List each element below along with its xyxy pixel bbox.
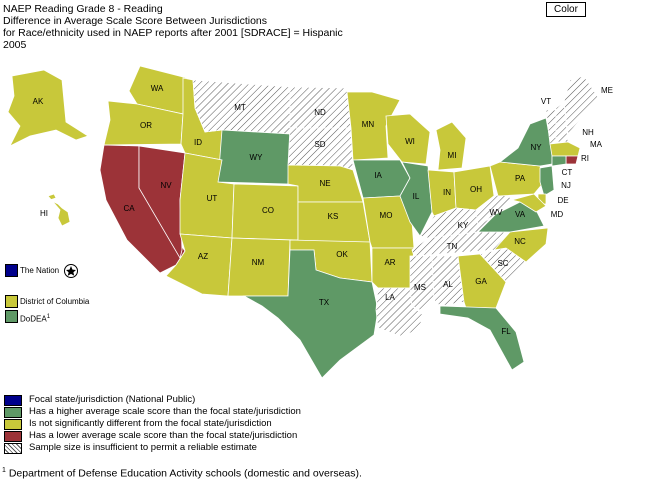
dodea-text: DoDEA — [20, 314, 47, 324]
state-label-UT: UT — [207, 194, 218, 203]
legend-swatch — [4, 395, 22, 406]
header-line-2: Difference in Average Scale Score Betwee… — [3, 15, 268, 27]
dodea-swatch[interactable] — [5, 310, 18, 323]
state-label-MN: MN — [362, 120, 375, 129]
state-label-NC: NC — [514, 237, 526, 246]
legend-label: Sample size is insufficient to permit a … — [29, 442, 257, 453]
state-label-WV: WV — [490, 208, 504, 217]
state-label-ID: ID — [194, 138, 202, 147]
state-label-NM: NM — [252, 258, 265, 267]
state-label-CA: CA — [123, 204, 135, 213]
state-label-MA: MA — [590, 140, 603, 149]
legend-label: Has a higher average scale score than th… — [29, 406, 301, 417]
state-label-TN: TN — [447, 242, 458, 251]
state-label-NY: NY — [530, 143, 542, 152]
state-label-KY: KY — [458, 221, 469, 230]
state-label-AR: AR — [384, 258, 395, 267]
state-TX[interactable] — [242, 249, 379, 379]
state-label-OK: OK — [336, 250, 348, 259]
header-line-4: 2005 — [3, 39, 27, 51]
state-label-CT: CT — [562, 168, 573, 177]
dodea-label: DoDEA1 — [20, 311, 50, 326]
state-label-NV: NV — [160, 181, 172, 190]
footnote: 1 Department of Defense Education Activi… — [2, 467, 362, 480]
star-icon — [66, 266, 76, 276]
state-label-NE: NE — [319, 179, 330, 188]
state-IN[interactable] — [427, 169, 457, 217]
state-HI[interactable] — [47, 193, 71, 227]
state-label-OR: OR — [140, 121, 152, 130]
state-WI[interactable] — [385, 113, 431, 165]
nation-swatch — [5, 264, 18, 277]
state-label-VA: VA — [515, 210, 526, 219]
state-AK[interactable] — [7, 69, 89, 147]
state-label-NJ: NJ — [561, 181, 571, 190]
state-label-IA: IA — [374, 171, 382, 180]
state-KS[interactable] — [297, 201, 371, 243]
color-toggle-button[interactable]: Color — [546, 2, 586, 17]
state-NJ[interactable] — [539, 165, 555, 197]
state-label-AK: AK — [33, 97, 44, 106]
state-label-PA: PA — [515, 174, 526, 183]
state-label-SD: SD — [314, 140, 325, 149]
state-label-WY: WY — [250, 153, 264, 162]
state-label-KS: KS — [328, 212, 339, 221]
state-label-AL: AL — [443, 280, 453, 289]
state-label-CO: CO — [262, 206, 274, 215]
state-label-MS: MS — [414, 283, 426, 292]
state-MN[interactable] — [346, 91, 401, 161]
state-label-NH: NH — [582, 128, 594, 137]
nation-label: The Nation — [20, 266, 60, 275]
legend-swatch — [4, 431, 22, 442]
legend-swatch — [4, 407, 22, 418]
state-label-DE: DE — [557, 196, 568, 205]
state-label-MT: MT — [234, 103, 246, 112]
state-FL[interactable] — [439, 305, 525, 371]
legend-label: Has a lower average scale score than the… — [29, 430, 298, 441]
state-label-RI: RI — [581, 154, 589, 163]
state-label-ND: ND — [314, 108, 326, 117]
legend-swatch — [4, 443, 22, 454]
dc-swatch[interactable] — [5, 295, 18, 308]
header-line-3: for Race/ethnicity used in NAEP reports … — [3, 27, 343, 39]
state-label-IN: IN — [443, 188, 451, 197]
dodea-footnote-mark: 1 — [46, 314, 51, 320]
state-label-VT: VT — [541, 97, 551, 106]
map-header: NAEP Reading Grade 8 - Reading Differenc… — [3, 3, 343, 51]
state-label-MD: MD — [551, 210, 564, 219]
state-label-WA: WA — [151, 84, 164, 93]
state-label-WI: WI — [405, 137, 415, 146]
state-label-IL: IL — [413, 192, 420, 201]
state-AR[interactable] — [371, 247, 415, 289]
state-SD[interactable] — [287, 127, 354, 171]
state-label-HI: HI — [40, 209, 48, 218]
state-label-MI: MI — [448, 151, 457, 160]
state-ME[interactable] — [563, 75, 601, 135]
state-label-OH: OH — [470, 185, 482, 194]
state-label-LA: LA — [385, 293, 395, 302]
state-MI[interactable] — [435, 121, 467, 171]
legend-label: Focal state/jurisdiction (National Publi… — [29, 394, 196, 405]
state-label-FL: FL — [501, 327, 511, 336]
legend-swatch — [4, 419, 22, 430]
state-AL[interactable] — [431, 255, 465, 307]
footnote-text: Department of Defense Education Activity… — [5, 467, 362, 480]
legend-label: Is not significantly different from the … — [29, 418, 272, 429]
state-label-ME: ME — [601, 86, 613, 95]
state-MD[interactable] — [510, 193, 547, 213]
header-line-1: NAEP Reading Grade 8 - Reading — [3, 3, 163, 15]
state-MA[interactable] — [549, 141, 581, 157]
state-RI[interactable] — [565, 155, 579, 165]
state-label-AZ: AZ — [198, 252, 208, 261]
dc-label: District of Columbia — [20, 297, 90, 306]
footnote-mark: 1 — [2, 467, 6, 474]
state-CT[interactable] — [551, 155, 567, 167]
state-NY[interactable] — [498, 117, 553, 167]
state-label-SC: SC — [497, 259, 508, 268]
state-NM[interactable] — [227, 237, 291, 297]
state-label-GA: GA — [475, 277, 487, 286]
state-label-TX: TX — [319, 298, 330, 307]
state-label-MO: MO — [380, 211, 393, 220]
